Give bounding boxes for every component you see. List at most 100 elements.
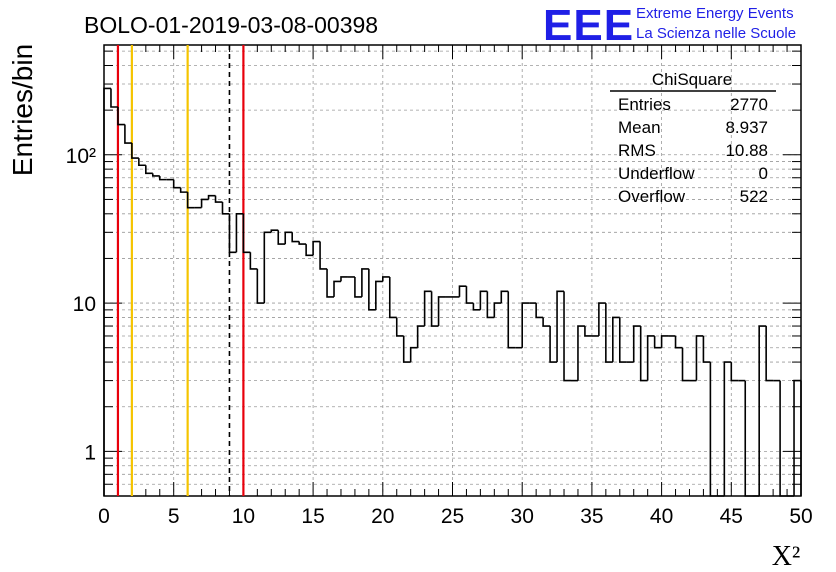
histogram-bin (402, 335, 411, 363)
x-tick-label: 35 (580, 505, 603, 528)
histogram (103, 87, 802, 497)
histogram-bin (354, 276, 362, 298)
histogram-bin (500, 290, 509, 304)
cut-lines (116, 45, 245, 496)
histogram-bin (305, 244, 314, 257)
histogram-bin (584, 326, 592, 337)
histogram-bin (723, 361, 732, 496)
y-tick-label: 10² (66, 145, 96, 168)
histogram-bin (549, 326, 558, 363)
histogram-bin (493, 302, 502, 318)
x-tick-label: 15 (301, 505, 324, 528)
logo-subtitle-1: Extreme Energy Events (636, 5, 794, 22)
x-tick-label: 45 (720, 505, 743, 528)
stats-box: ChiSquare Entries 2770 Mean 8.937 RMS 10… (610, 70, 776, 206)
histogram-bin (618, 317, 627, 363)
histogram-bin (472, 303, 481, 311)
stats-value-underflow: 0 (759, 164, 768, 183)
histogram-bin (277, 230, 286, 245)
histogram-bin (486, 291, 495, 319)
stats-label-underflow: Underflow (618, 164, 695, 183)
histogram-bin (186, 192, 195, 209)
histogram-bin (653, 335, 662, 349)
histogram-bin (577, 325, 585, 381)
histogram-bin (110, 88, 118, 108)
histogram-bin (388, 276, 397, 319)
histogram-bin (326, 268, 335, 298)
histogram-bin (151, 173, 160, 177)
histogram-bin (437, 296, 446, 327)
histogram-bin (542, 317, 551, 327)
histogram-bin (249, 252, 258, 270)
histogram-bin (744, 380, 753, 497)
run-title: BOLO-01-2019-03-08-00398 (84, 12, 378, 38)
stats-label-rms: RMS (618, 141, 656, 160)
histogram-bin (256, 268, 265, 304)
x-tick-label: 20 (371, 505, 394, 528)
x-axis-label: X² (772, 541, 801, 572)
y-tick-label: 10 (73, 293, 96, 316)
histogram-bin (639, 326, 648, 382)
histogram-bin (702, 335, 711, 363)
histogram-bin (430, 291, 439, 327)
histogram-bin (681, 347, 690, 382)
histogram-bin (730, 362, 739, 382)
stats-value-overflow: 522 (740, 187, 768, 206)
histogram-bin (145, 165, 153, 175)
histogram-bin (138, 158, 146, 167)
histogram-bin (465, 286, 474, 304)
stats-label-overflow: Overflow (618, 187, 686, 206)
histogram-bin (535, 303, 544, 319)
histogram-bin (695, 335, 704, 381)
histogram-bin (423, 290, 432, 327)
stats-value-mean: 8.937 (725, 118, 768, 137)
histogram-bin (333, 280, 341, 297)
histogram-bin (221, 202, 230, 215)
histogram-bin (416, 325, 425, 348)
histogram-bin (270, 229, 279, 233)
histogram-bin (521, 302, 530, 348)
histogram-bin (172, 179, 181, 189)
histogram-bin (207, 194, 216, 200)
histogram-bin (242, 213, 251, 254)
x-tick-label: 5 (168, 505, 180, 528)
stats-label-entries: Entries (618, 95, 671, 114)
histogram-bin (158, 175, 167, 181)
histogram-bin (409, 346, 418, 363)
histogram-bin (200, 198, 209, 208)
histogram-bin (284, 231, 293, 245)
histogram-bin (382, 276, 390, 282)
histogram-bin (179, 187, 188, 193)
histogram-bin (375, 280, 383, 310)
stats-value-entries: 2770 (730, 95, 768, 114)
histogram-bin (291, 232, 300, 243)
stats-value-rms: 10.88 (725, 141, 768, 160)
histogram-bin (117, 107, 125, 126)
histogram-bin (612, 316, 620, 363)
eee-logo-text: EEE (543, 1, 634, 50)
histogram-bin (605, 303, 613, 363)
histogram-bin (674, 335, 683, 349)
histogram-bin (556, 290, 565, 363)
histogram-bin (507, 291, 516, 349)
x-tick-label: 25 (441, 505, 464, 528)
histogram-bin (312, 240, 321, 256)
histogram-bin (646, 335, 655, 381)
histogram-bin (479, 290, 488, 310)
histogram-bin (563, 291, 571, 382)
histogram-bin (632, 325, 641, 363)
histogram-bin (361, 268, 369, 297)
y-axis-label: Entries/bin (7, 44, 38, 176)
histogram-bin (228, 213, 237, 254)
stats-title: ChiSquare (652, 70, 732, 89)
histogram-bin (214, 195, 223, 203)
histogram-bin (103, 87, 111, 496)
histogram-bin (793, 379, 801, 496)
histogram-bin (340, 276, 348, 282)
tick-labels: 0 5 10 15 20 25 30 35 40 45 50 1 10 10² (66, 145, 813, 528)
x-tick-label: 0 (98, 505, 110, 528)
histogram-bin (660, 335, 669, 348)
histogram-bin (131, 143, 139, 159)
histogram-bin (395, 317, 404, 337)
